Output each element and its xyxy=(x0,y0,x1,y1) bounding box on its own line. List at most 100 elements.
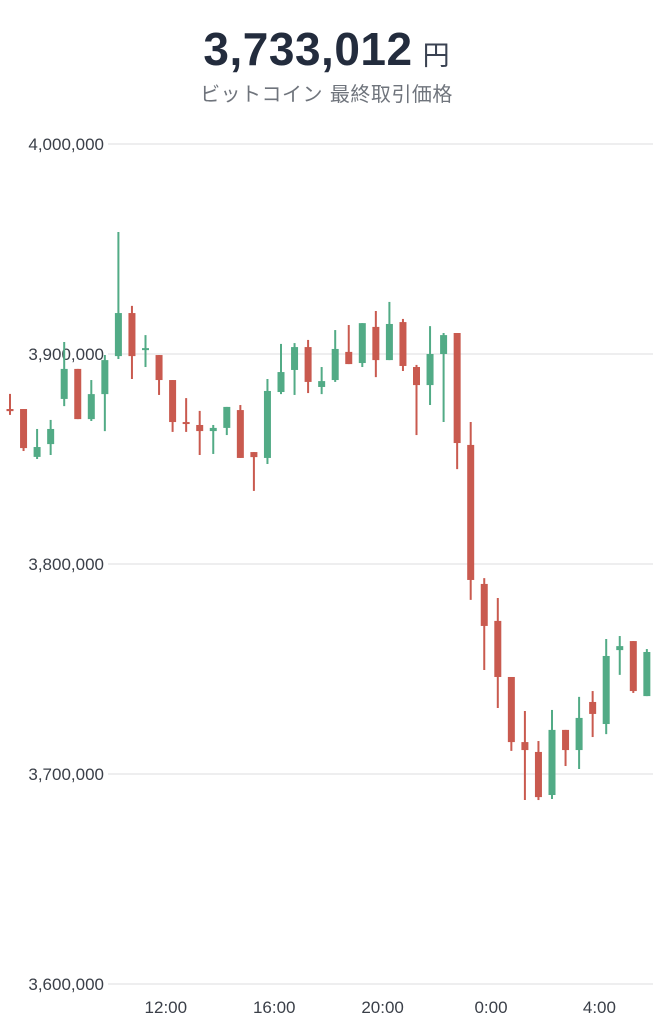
candle-down[interactable] xyxy=(236,405,244,458)
candle-body xyxy=(318,381,326,387)
candle-body xyxy=(6,409,14,412)
candle-body xyxy=(494,620,502,677)
candle-body xyxy=(629,641,637,692)
candle-body xyxy=(345,351,353,365)
candle-body xyxy=(209,427,217,432)
candle-up[interactable] xyxy=(101,355,109,432)
x-tick-label: 4:00 xyxy=(583,998,616,1017)
candle-up[interactable] xyxy=(643,649,651,697)
candle-body xyxy=(534,751,542,798)
candle-body xyxy=(372,326,380,361)
candle-body xyxy=(399,322,407,366)
candle-body xyxy=(643,651,651,697)
candle-body xyxy=(155,355,163,381)
candle-up[interactable] xyxy=(209,424,217,454)
candle-up[interactable] xyxy=(47,419,55,456)
candle-body xyxy=(196,424,204,432)
candle-down[interactable] xyxy=(480,578,488,671)
candle-down[interactable] xyxy=(6,393,14,415)
y-gridlines xyxy=(108,143,653,985)
candle-down[interactable] xyxy=(20,409,28,452)
candle-down[interactable] xyxy=(399,318,407,372)
candle-body xyxy=(548,729,556,795)
candle-down[interactable] xyxy=(345,325,353,365)
candle-body xyxy=(304,347,312,382)
candle-body xyxy=(358,323,366,364)
candle-up[interactable] xyxy=(548,709,556,799)
candle-down[interactable] xyxy=(413,364,420,436)
candle-up[interactable] xyxy=(87,380,95,421)
candle-down[interactable] xyxy=(304,339,312,394)
candle-down[interactable] xyxy=(629,641,637,693)
candle-up[interactable] xyxy=(358,323,366,368)
candle-body xyxy=(291,347,299,370)
candle-up[interactable] xyxy=(440,333,448,423)
candle-body xyxy=(20,409,28,449)
candle-down[interactable] xyxy=(534,741,542,801)
candle-down[interactable] xyxy=(128,305,136,379)
candle-down[interactable] xyxy=(589,691,597,738)
candle-up[interactable] xyxy=(263,378,271,465)
candle-down[interactable] xyxy=(74,368,82,420)
candle-up[interactable] xyxy=(575,696,583,769)
candle-down[interactable] xyxy=(494,598,502,709)
candle-body xyxy=(87,394,95,420)
y-tick-label: 4,000,000 xyxy=(28,135,104,154)
candle-up[interactable] xyxy=(277,343,285,395)
candle-up[interactable] xyxy=(331,330,339,382)
x-tick-label: 12:00 xyxy=(145,998,188,1017)
x-tick-label: 0:00 xyxy=(474,998,507,1017)
candle-up[interactable] xyxy=(60,342,68,407)
candle-down[interactable] xyxy=(562,729,570,767)
x-axis-labels: 12:00 16:00 20:00 0:00 4:00 xyxy=(145,998,616,1017)
candle-up[interactable] xyxy=(291,343,299,395)
candle-body xyxy=(142,348,149,351)
candle-body xyxy=(589,701,597,714)
candle-up[interactable] xyxy=(385,301,393,361)
currency-unit: 円 xyxy=(422,41,450,72)
y-tick-label: 3,700,000 xyxy=(28,765,104,784)
candle-body xyxy=(521,742,529,751)
candle-up[interactable] xyxy=(114,231,122,360)
candle-down[interactable] xyxy=(196,410,204,456)
candle-up[interactable] xyxy=(223,406,231,436)
candle-down[interactable] xyxy=(155,355,163,395)
candle-down[interactable] xyxy=(250,452,258,491)
candle-down[interactable] xyxy=(507,676,515,751)
candle-body xyxy=(413,367,420,386)
x-tick-label: 16:00 xyxy=(253,998,296,1017)
candle-down[interactable] xyxy=(521,711,529,801)
candle-down[interactable] xyxy=(169,380,177,432)
candle-body xyxy=(60,368,68,399)
price-row: 3,733,012 円 xyxy=(0,22,653,76)
candle-body xyxy=(507,676,515,743)
candle-body xyxy=(426,354,434,386)
candle-up[interactable] xyxy=(426,326,434,406)
candles[interactable] xyxy=(6,231,651,801)
candle-down[interactable] xyxy=(453,333,461,470)
candle-body xyxy=(440,335,448,354)
candle-down[interactable] xyxy=(372,310,380,378)
candle-down[interactable] xyxy=(182,398,190,432)
candle-body xyxy=(480,583,488,626)
candle-body xyxy=(182,422,190,425)
candle-up[interactable] xyxy=(318,367,326,395)
candle-body xyxy=(263,390,271,458)
candle-body xyxy=(33,447,41,457)
candle-down[interactable] xyxy=(467,422,475,600)
candle-up[interactable] xyxy=(616,636,624,675)
candle-body xyxy=(467,444,475,580)
candle-up[interactable] xyxy=(602,638,610,735)
candle-body xyxy=(616,646,624,651)
candle-body xyxy=(562,729,570,751)
candle-up[interactable] xyxy=(33,428,41,459)
candle-body xyxy=(169,380,177,423)
candle-body xyxy=(602,655,610,725)
candle-body xyxy=(277,372,285,393)
candle-body xyxy=(385,323,393,361)
candle-up[interactable] xyxy=(142,335,149,368)
candle-body xyxy=(74,368,82,420)
last-price: 3,733,012 xyxy=(203,23,413,75)
candle-body xyxy=(250,452,258,458)
